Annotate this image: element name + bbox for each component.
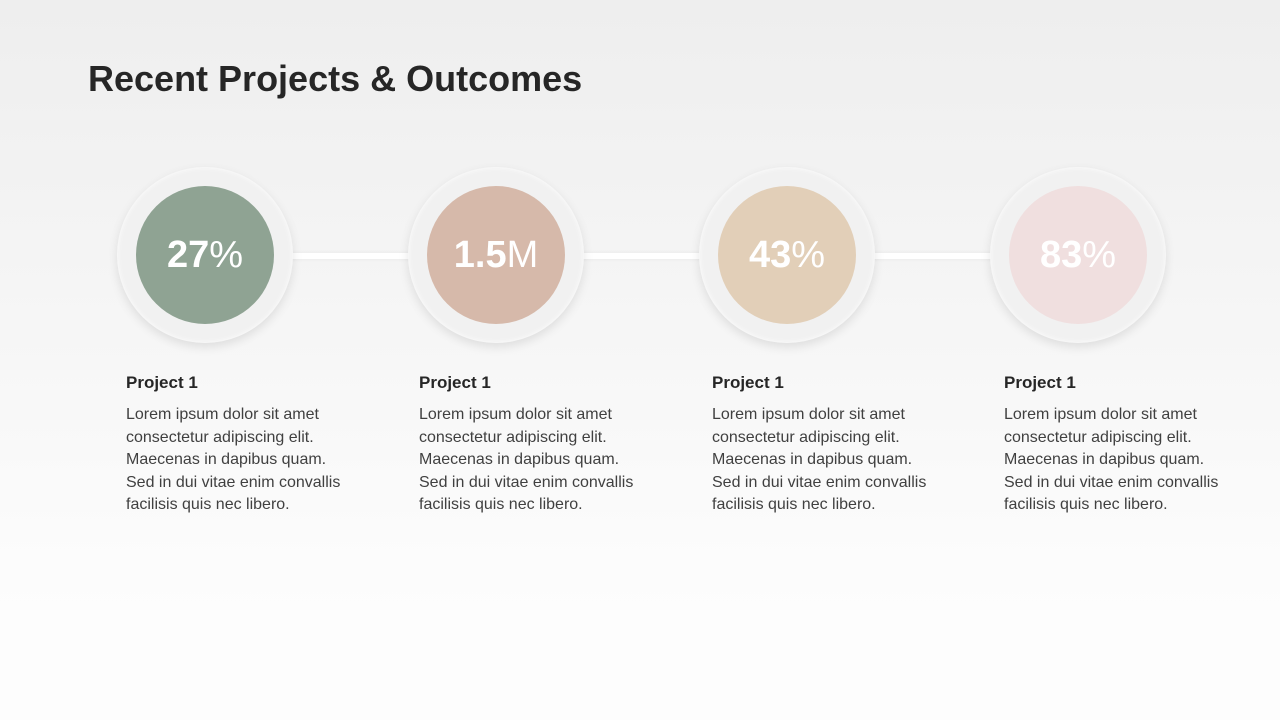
circle-frame: 83%: [990, 167, 1166, 343]
circle-frame: 43%: [699, 167, 875, 343]
metric-number: 43: [748, 233, 792, 276]
project-text: Lorem ipsum dolor sit amet consectetur a…: [126, 406, 341, 513]
circle-frame: 27%: [117, 167, 293, 343]
metric-circle: 83%: [1009, 186, 1147, 324]
metric-unit: %: [1082, 233, 1117, 276]
metric-number: 1.5: [453, 233, 507, 276]
project-text: Lorem ipsum dolor sit amet consectetur a…: [712, 406, 927, 513]
metric-number: 27: [166, 233, 210, 276]
connector: [566, 253, 717, 259]
project-heading: Project 1: [419, 373, 491, 392]
project-heading: Project 1: [712, 373, 784, 392]
metric-unit: %: [791, 233, 826, 276]
metric-unit: M: [506, 233, 539, 276]
metric-circle: 1.5 M: [427, 186, 565, 324]
project-heading: Project 1: [1004, 373, 1076, 392]
project-text: Lorem ipsum dolor sit amet consectetur a…: [419, 406, 634, 513]
connector: [275, 253, 426, 259]
title: Recent Projects & Outcomes: [88, 58, 583, 99]
connector: [857, 253, 1008, 259]
project-text: Lorem ipsum dolor sit amet consectetur a…: [1004, 406, 1219, 513]
metric-number: 83: [1039, 233, 1083, 276]
metric-unit: %: [209, 233, 244, 276]
project-heading: Project 1: [126, 373, 198, 392]
metric-circle: 27%: [136, 186, 274, 324]
metric-circle: 43%: [718, 186, 856, 324]
circle-frame: 1.5 M: [408, 167, 584, 343]
